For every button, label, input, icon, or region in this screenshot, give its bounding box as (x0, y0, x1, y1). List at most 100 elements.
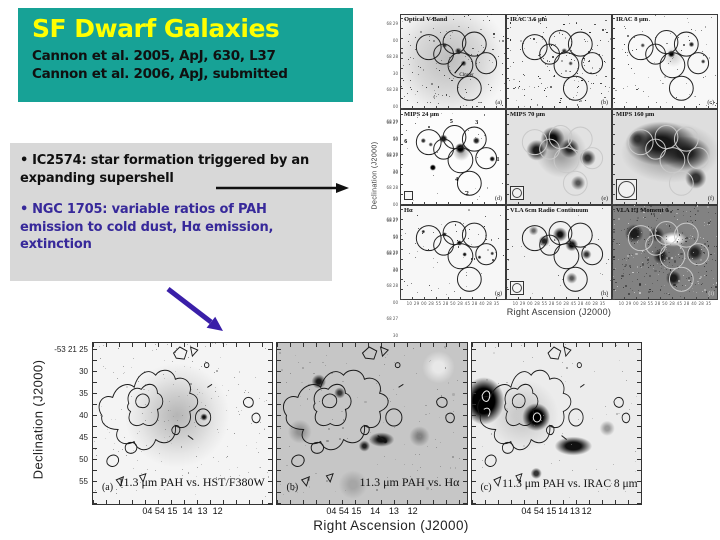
star-dot (533, 86, 536, 89)
panel-label: VLA HI Moment 0 (616, 206, 669, 214)
tick-marks (93, 343, 272, 347)
star-dot (627, 86, 629, 88)
star-dot (676, 285, 678, 287)
star-dot (645, 257, 647, 259)
star-dot (628, 257, 629, 259)
star-dot (436, 192, 438, 194)
star-dot (707, 245, 710, 247)
star-dot (546, 27, 547, 28)
star-dot (625, 266, 626, 267)
star-dot (229, 469, 231, 470)
star-dot (680, 252, 683, 256)
star-dot (639, 291, 641, 294)
panel-tag: (b) (286, 481, 299, 493)
star-dot (652, 283, 654, 284)
panel-caption: 11.3 μm PAH vs. Hα (359, 474, 460, 489)
star-dot (542, 57, 545, 59)
star-dot (466, 104, 468, 106)
star-dot (646, 225, 648, 227)
star-dot (703, 252, 705, 254)
star-dot (680, 49, 682, 51)
star-dot (405, 129, 406, 131)
star-dot (465, 275, 467, 276)
star-dot (206, 386, 208, 388)
star-dot (572, 363, 574, 365)
star-dot (707, 224, 708, 226)
star-dot (452, 31, 453, 33)
star-dot (543, 444, 545, 445)
star-dot (254, 377, 256, 378)
star-dot (443, 74, 445, 76)
star-dot (630, 288, 632, 290)
star-dot (596, 468, 597, 470)
star-dot (599, 39, 601, 41)
star-dot (550, 426, 552, 428)
star-dot (440, 113, 442, 115)
star-dot (412, 199, 414, 201)
star-dot (665, 247, 667, 249)
star-dot (463, 16, 465, 17)
star-dot (260, 422, 261, 423)
star-dot (390, 400, 391, 402)
star-dot (476, 156, 478, 158)
xtick-run: 10 29 00 28 55 28 50 28 45 28 40 28 35 (618, 301, 712, 306)
star-dot (692, 235, 693, 237)
star-dot (471, 47, 474, 50)
star-dot (688, 22, 690, 24)
star-dot (612, 463, 614, 465)
star-dot (644, 239, 645, 241)
star-dot (433, 97, 435, 99)
star-dot (538, 55, 540, 57)
star-dot (526, 17, 528, 18)
star-dot (364, 400, 367, 404)
star-dot (230, 476, 231, 477)
star-dot (576, 91, 578, 93)
panel-irac-8um: IRAC 8 μm (c) (612, 14, 718, 110)
star-dot (468, 229, 470, 230)
star-dot (506, 381, 508, 384)
star-dot (552, 56, 554, 58)
star-dot (559, 101, 561, 103)
star-dot (263, 427, 265, 429)
star-dot (429, 35, 431, 37)
star-dot (300, 404, 302, 406)
star-dot (584, 246, 586, 248)
star-dot (239, 371, 241, 373)
star-dot (327, 427, 331, 431)
star-dot (669, 269, 672, 271)
star-dot (488, 84, 489, 85)
star-dot (431, 82, 434, 85)
star-dot (631, 254, 633, 256)
star-dot (295, 354, 297, 356)
star-dot (410, 282, 412, 284)
star-dot (651, 240, 652, 241)
tick-marks (277, 343, 281, 504)
star-dot (163, 359, 165, 361)
star-dot (341, 410, 343, 413)
star-dot (682, 210, 684, 212)
star-dot (315, 473, 317, 475)
star-dot (417, 469, 418, 471)
star-dot (580, 28, 582, 30)
star-dot (707, 260, 709, 262)
star-dot (681, 232, 684, 234)
star-dot (291, 428, 292, 429)
star-dot (154, 469, 156, 471)
star-dot (621, 371, 623, 372)
star-dot (201, 365, 203, 367)
star-dot (703, 225, 705, 226)
star-dot (715, 103, 717, 105)
star-dot (576, 95, 577, 96)
star-dot (188, 472, 190, 474)
star-dot (644, 217, 647, 219)
xtick: 14 (558, 506, 569, 516)
star-dot (715, 282, 718, 284)
star-dot (647, 263, 649, 264)
star-dot (162, 373, 165, 375)
star-dot (714, 75, 716, 76)
star-dot (191, 437, 193, 438)
star-dot (606, 262, 608, 264)
star-dot (478, 195, 480, 197)
star-dot (260, 467, 261, 468)
beam-box (616, 178, 637, 200)
